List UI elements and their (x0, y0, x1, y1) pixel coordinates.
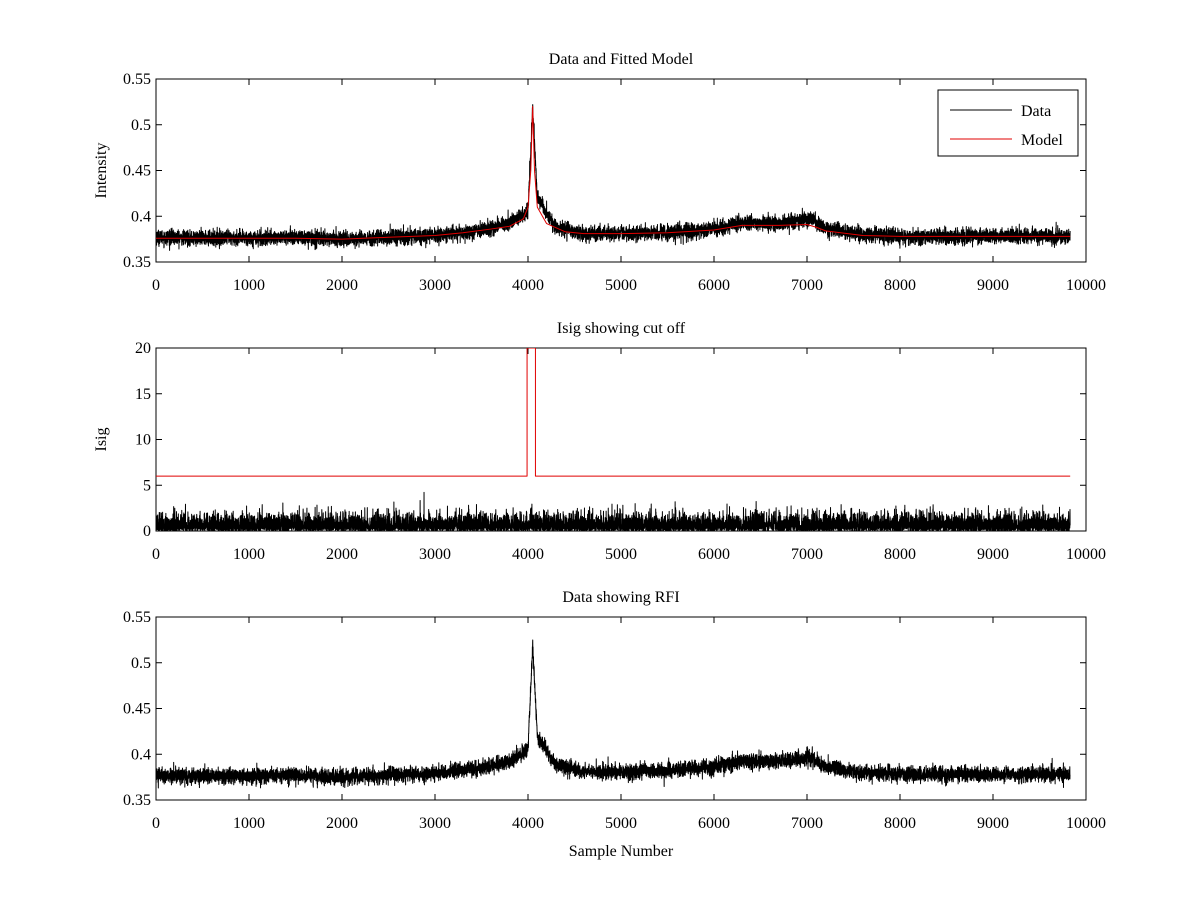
panel-2-xtick-label-1: 1000 (233, 546, 265, 563)
panel-1-ytick-label-2: 0.45 (123, 163, 151, 180)
panel-2-ytick-label-4: 20 (135, 340, 151, 357)
panel-2-series-isig-line (156, 491, 1071, 531)
panel-2-ytick-label-2: 10 (135, 432, 151, 449)
panel-3-ytick-label-1: 0.4 (131, 746, 151, 763)
panel-1-legend: Data Model (937, 89, 1079, 157)
panel-2-axes-box (155, 347, 1087, 532)
panel-3-series-data-line (156, 639, 1071, 789)
panel-1-ytick-label-3: 0.5 (131, 117, 151, 134)
panel-2-ytick-label-3: 15 (135, 386, 151, 403)
panel-2-ylabel: Isig (93, 428, 110, 452)
panel-1-ytick-label-4: 0.55 (123, 71, 151, 88)
panel-3-ytick-label-3: 0.5 (131, 655, 151, 672)
panel-1-xtick-label-3: 3000 (419, 277, 451, 294)
panel-1-series-group (156, 104, 1071, 251)
panel-1-ytick-label-1: 0.4 (131, 208, 151, 225)
panel-2: Isig showing cut off 0 1000 2000 3000 4000 500… (93, 320, 1106, 563)
panel-1-ylabel: Intensity (93, 143, 110, 199)
panel-3-xtick-label-2: 2000 (326, 815, 358, 832)
panel-3-xtick-label-8: 8000 (884, 815, 916, 832)
panel-2-xtick-label-4: 4000 (512, 546, 544, 563)
panel-2-series-group (156, 348, 1071, 531)
panel-3-xtick-label-4: 4000 (512, 815, 544, 832)
panel-3-xlabel: Sample Number (569, 843, 674, 860)
panel-2-ytick-label-0: 0 (143, 523, 151, 540)
panel-1-xtick-label-1: 1000 (233, 277, 265, 294)
panel-1-series-data-line (156, 104, 1071, 251)
panel-1-xtick-label-5: 5000 (605, 277, 637, 294)
panel-2-xtick-label-3: 3000 (419, 546, 451, 563)
panel-3-xtick-label-9: 9000 (977, 815, 1009, 832)
panel-1-xtick-label-0: 0 (152, 277, 160, 294)
panel-3-xtick-label-7: 7000 (791, 815, 823, 832)
panel-3-ytick-label-4: 0.55 (123, 609, 151, 626)
panel-1-xtick-label-7: 7000 (791, 277, 823, 294)
panel-3-title: Data showing RFI (562, 589, 679, 606)
panel-2-series-cut-off-line (156, 348, 1071, 477)
panel-1-legend-label-model: Model (1021, 132, 1063, 149)
panel-1-legend-label-data: Data (1021, 103, 1051, 120)
panel-2-xtick-label-2: 2000 (326, 546, 358, 563)
panel-2-xtick-label-7: 7000 (791, 546, 823, 563)
panel-2-xtick-label-9: 9000 (977, 546, 1009, 563)
panel-2-xtick-label-8: 8000 (884, 546, 916, 563)
panel-1-xtick-label-4: 4000 (512, 277, 544, 294)
panel-1-xtick-label-9: 9000 (977, 277, 1009, 294)
panel-3: Data showing RFI 0 1000 2000 3000 4000 5000 600… (123, 589, 1106, 860)
panel-1-legend-box (937, 89, 1079, 157)
panel-1-xtick-label-6: 6000 (698, 277, 730, 294)
panel-1-xtick-label-2: 2000 (326, 277, 358, 294)
panel-1-title: Data and Fitted Model (549, 51, 694, 68)
panel-2-xtick-label-6: 6000 (698, 546, 730, 563)
panel-3-ytick-label-0: 0.35 (123, 792, 151, 809)
panel-1-xtick-label-10: 10000 (1066, 277, 1106, 294)
panel-2-xtick-label-5: 5000 (605, 546, 637, 563)
panel-3-xtick-label-3: 3000 (419, 815, 451, 832)
panel-1: Data and Fitted Model 0 1000 2000 3000 4000 50… (93, 51, 1106, 294)
panel-3-series-group (156, 639, 1071, 789)
panel-2-ytick-label-1: 5 (143, 477, 151, 494)
panel-3-xtick-label-6: 6000 (698, 815, 730, 832)
panel-3-xtick-label-5: 5000 (605, 815, 637, 832)
panel-3-xtick-label-10: 10000 (1066, 815, 1106, 832)
panel-1-series-model-line (156, 105, 1071, 240)
panel-3-ytick-label-2: 0.45 (123, 701, 151, 718)
panel-1-xtick-label-8: 8000 (884, 277, 916, 294)
panel-2-title: Isig showing cut off (557, 320, 686, 337)
panel-3-xtick-label-0: 0 (152, 815, 160, 832)
panel-2-xtick-label-0: 0 (152, 546, 160, 563)
panel-2-xtick-label-10: 10000 (1066, 546, 1106, 563)
panel-3-xtick-label-1: 1000 (233, 815, 265, 832)
panel-1-ytick-label-0: 0.35 (123, 254, 151, 271)
